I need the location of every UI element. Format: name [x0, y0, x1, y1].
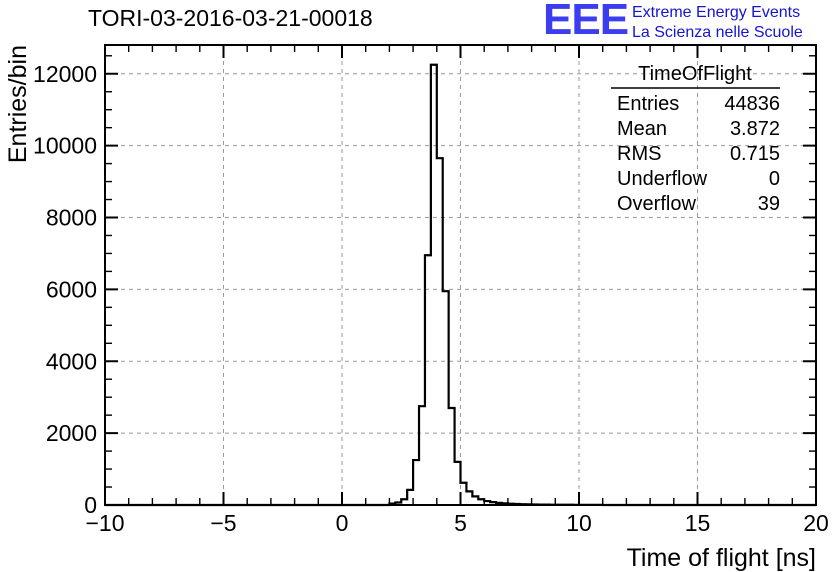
- stats-box[interactable]: TimeOfFlight Entries 44836 Mean 3.872 RMS 0.7…: [611, 63, 780, 215]
- x-tick-label: 10: [566, 510, 592, 536]
- x-tick-label: 15: [685, 510, 711, 536]
- y-tick-label: 4000: [46, 348, 97, 374]
- x-tick-label: 0: [336, 510, 349, 536]
- y-tick-label: 6000: [46, 276, 97, 302]
- x-tick-label: 5: [454, 510, 467, 536]
- y-tick-label: 12000: [33, 61, 97, 87]
- x-axis-title: Time of flight [ns]: [627, 544, 816, 572]
- y-tick-label: 0: [84, 492, 97, 518]
- logo-line-1: Extreme Energy Events: [632, 4, 800, 21]
- stats-row-label: Underflow: [617, 168, 708, 190]
- y-tick-label: 10000: [33, 133, 97, 159]
- stats-row-label: RMS: [617, 143, 661, 165]
- stats-row-value: 44836: [724, 93, 780, 115]
- stats-row-label: Mean: [617, 118, 667, 140]
- logo-line-2: La Scienza nelle Scuole: [632, 24, 803, 41]
- stats-row-value: 0.715: [730, 143, 780, 165]
- y-tick-label: 2000: [46, 420, 97, 446]
- y-tick-label: 8000: [46, 205, 97, 231]
- axis-ticks: [104, 45, 817, 506]
- y-axis-title: Entries/bin: [4, 45, 32, 163]
- stats-row-value: 0: [769, 168, 780, 190]
- eee-logo: EEE Extreme Energy Events La Scienza nel…: [543, 0, 803, 44]
- stats-row-label: Entries: [617, 93, 679, 115]
- logo-eee-mark: EEE: [543, 0, 628, 44]
- grid-layer: [105, 45, 816, 505]
- page-title: TORI-03-2016-03-21-00018: [88, 5, 373, 31]
- stats-row-value: 39: [758, 193, 780, 215]
- stats-box-title: TimeOfFlight: [638, 63, 752, 85]
- stats-row-label: Overflow: [617, 193, 696, 215]
- x-tick-label: −10: [85, 510, 124, 536]
- x-tick-labels: −10 −5 0 5 10 15 20: [85, 510, 828, 536]
- x-tick-label: −5: [210, 510, 236, 536]
- stats-row-value: 3.872: [730, 118, 780, 140]
- x-tick-label: 20: [803, 510, 829, 536]
- y-tick-labels: 0 2000 4000 6000 8000 10000 12000: [33, 61, 97, 518]
- stats-row-group: Entries 44836 Mean 3.872 RMS 0.715 Underflow 0 O…: [617, 93, 780, 215]
